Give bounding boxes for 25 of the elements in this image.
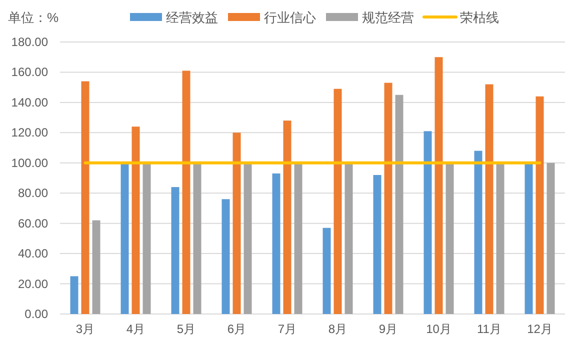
legend: 经营效益	[166, 10, 218, 25]
ytick: 0.00	[24, 307, 48, 321]
xtick: 4月	[126, 322, 146, 336]
ytick: 160.00	[11, 65, 48, 80]
xtick: 9月	[378, 322, 398, 336]
ytick: 120.00	[11, 126, 48, 140]
ytick: 180.00	[11, 35, 48, 49]
legend: 荣枯线	[460, 10, 499, 25]
ytick: 140.00	[11, 95, 48, 110]
legend: 规范经营	[362, 10, 414, 25]
xtick: 10月	[426, 322, 452, 336]
xtick: 5月	[176, 322, 196, 336]
xtick: 6月	[227, 322, 246, 336]
ytick: 40.00	[18, 246, 48, 261]
ytick: 100.00	[11, 156, 48, 170]
ytick: 60.00	[18, 216, 48, 230]
ytick: 80.00	[18, 186, 48, 200]
xtick: 7月	[278, 322, 297, 336]
xtick: 3月	[76, 322, 95, 336]
annotation: 单位：%	[8, 10, 59, 25]
legend: 行业信心	[264, 10, 316, 25]
xtick: 12月	[527, 322, 552, 336]
ytick: 20.00	[18, 276, 48, 291]
xtick: 8月	[328, 322, 348, 336]
xtick: 11月	[477, 322, 502, 336]
